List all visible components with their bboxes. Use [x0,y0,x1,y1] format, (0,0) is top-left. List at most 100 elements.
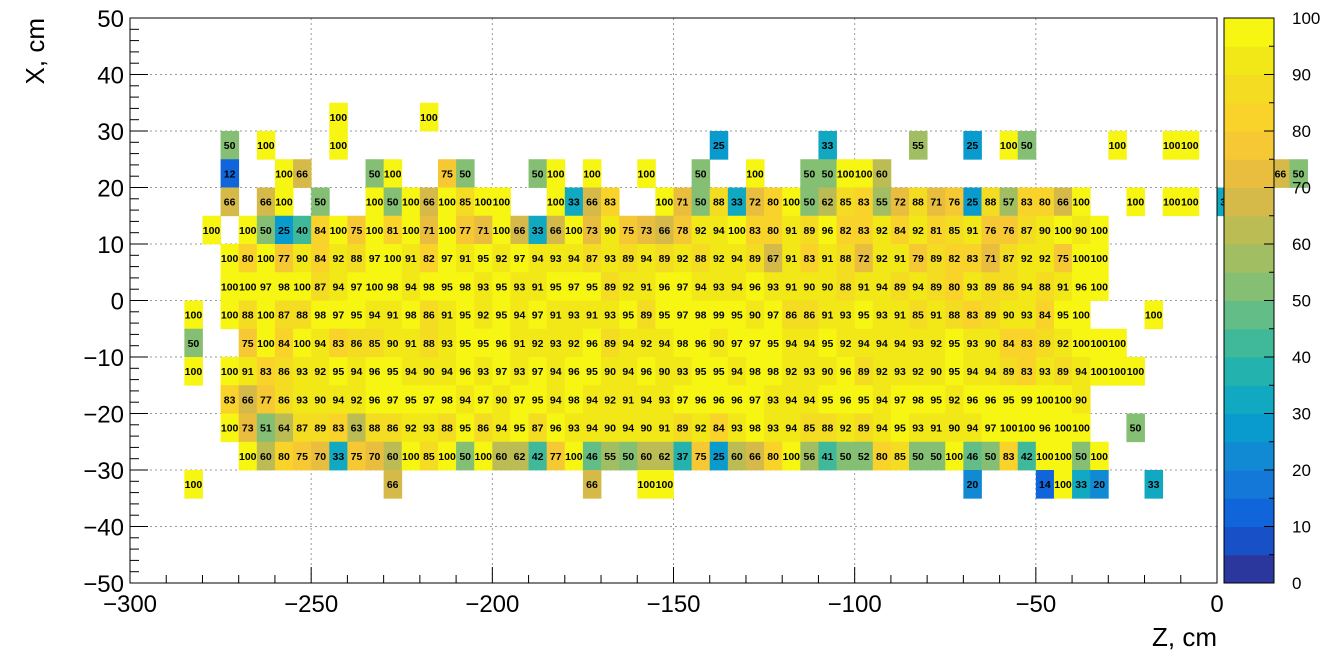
cell-value-label: 92 [1021,253,1033,265]
cell-value-label: 93 [296,394,308,406]
cell-value-label: 56 [804,451,816,463]
cell-value-label: 95 [1057,310,1069,322]
cell-value-label: 77 [278,253,290,265]
heatmap-cell [383,300,403,330]
heatmap-cell [1144,470,1164,499]
heatmap-cell [745,328,765,358]
heatmap-cell [510,328,529,358]
cell-value-label: 94 [876,338,888,350]
cell-value-label: 96 [695,394,707,406]
heatmap-cell [963,272,982,301]
cell-value-label: 100 [1181,140,1199,152]
cell-value-label: 92 [477,310,489,322]
cell-value-label: 50 [260,225,272,237]
cell-value-label: 100 [493,197,511,209]
heatmap-cell [945,357,964,386]
heatmap-cell [655,244,674,273]
cell-value-label: 92 [876,366,888,378]
cell-value-label: 100 [565,451,583,463]
cell-value-label: 100 [1163,140,1181,152]
heatmap-cell [655,441,674,471]
cell-value-label: 80 [242,253,254,265]
heatmap-cell [1053,470,1073,499]
heatmap-cell [1053,385,1073,414]
cell-value-label: 83 [749,225,761,237]
heatmap-cell [564,215,584,245]
cell-value-label: 87 [586,253,598,265]
cell-value-label: 83 [224,394,236,406]
cell-value-label: 55 [912,140,924,152]
heatmap-cell [655,272,674,301]
cell-value-label: 90 [930,366,942,378]
palette-band [1224,272,1274,301]
cell-value-label: 91 [822,253,834,265]
heatmap-cell [1035,385,1055,414]
heatmap-cell [836,159,856,188]
cell-value-label: 100 [493,225,511,237]
cell-value-label: 93 [604,253,616,265]
heatmap-cell [619,272,638,301]
cell-value-label: 100 [583,168,601,180]
heatmap-cell [854,159,874,188]
cell-value-label: 100 [185,310,203,322]
cell-value-label: 91 [405,338,417,350]
cell-value-label: 100 [221,281,239,293]
cell-value-label: 100 [638,479,656,491]
cell-value-label: 60 [731,451,743,463]
cell-value-label: 94 [332,281,344,293]
y-axis-title: X, cm [20,18,50,84]
heatmap-cell [510,244,529,273]
cell-value-label: 89 [930,253,942,265]
heatmap-cell [1108,328,1127,358]
heatmap-cell [782,357,801,386]
cell-value-label: 66 [550,225,562,237]
heatmap-cell [872,215,892,245]
heatmap-cell [854,215,874,245]
cell-value-label: 95 [858,394,870,406]
cell-value-label: 97 [387,394,399,406]
heatmap-cell [1072,470,1091,499]
heatmap-cell [601,385,620,414]
cell-value-label: 66 [260,197,272,209]
heatmap-cell [655,215,674,245]
heatmap-cell [673,413,693,443]
heatmap-cell [764,300,783,330]
heatmap-cell [999,215,1019,245]
heatmap-cell [329,272,348,301]
heatmap-cell [909,413,928,443]
cell-value-labels: 1001005010010025335525100501001001001001… [185,112,1305,491]
heatmap-cell [963,441,982,471]
cell-value-label: 92 [840,338,852,350]
cell-value-label: 91 [822,310,834,322]
heatmap-cell [800,413,819,443]
cell-value-label: 50 [622,451,634,463]
heatmap-cell [999,244,1019,273]
heatmap-cell [274,357,294,386]
cell-value-label: 100 [1127,197,1145,209]
heatmap-cell [274,244,294,273]
cell-value-label: 50 [1293,168,1305,180]
cell-value-label: 90 [804,281,816,293]
heatmap-cell [311,385,330,414]
cell-value-label: 50 [1021,140,1033,152]
cell-value-label: 60 [387,451,399,463]
heatmap-cell [945,215,964,245]
heatmap-cell [836,441,856,471]
heatmap-cell [619,357,638,386]
cell-value-label: 72 [894,197,906,209]
cell-value-label: 96 [985,394,997,406]
cell-value-label: 97 [260,281,272,293]
heatmap-cell [1053,215,1073,245]
heatmap-cell [1017,215,1037,245]
heatmap-cell [546,244,566,273]
cell-value-label: 100 [1072,310,1090,322]
heatmap-cell [419,328,439,358]
cell-value-label: 33 [1148,479,1160,491]
y-tick-label: 10 [97,232,124,259]
cell-value-label: 100 [1036,394,1054,406]
heatmap-cell [383,385,403,414]
heatmap-cell [691,300,711,330]
cell-value-label: 96 [550,423,562,435]
heatmap-cell [238,441,258,471]
heatmap-cell [601,413,620,443]
